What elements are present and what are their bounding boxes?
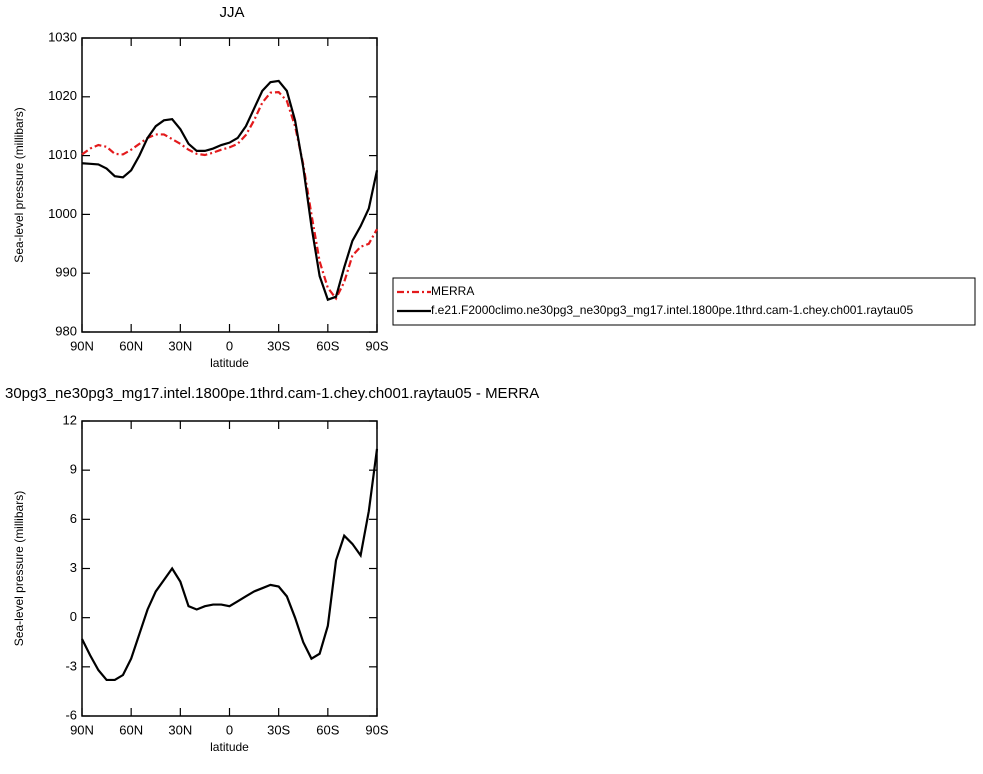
y-tick-label: 9 [70, 462, 77, 477]
y-tick-label: -6 [65, 707, 77, 722]
x-tick-label: 90N [70, 338, 94, 353]
chart-title: JJA [219, 4, 244, 21]
y-tick-label: 6 [70, 511, 77, 526]
y-tick-label: -3 [65, 658, 77, 673]
y-tick-label: 0 [70, 609, 77, 624]
y-tick-label: 1030 [48, 29, 77, 44]
y-tick-label: 980 [55, 323, 77, 338]
x-axis-label: latitude [210, 740, 249, 754]
x-tick-label: 90S [365, 722, 388, 737]
legend-box [392, 277, 976, 326]
y-tick-label: 1010 [48, 147, 77, 162]
y-tick-label: 3 [70, 560, 77, 575]
y-axis-label: Sea-level pressure (millibars) [12, 491, 26, 646]
x-tick-label: 90N [70, 722, 94, 737]
plot-frame [81, 420, 378, 717]
x-tick-label: 60N [119, 722, 143, 737]
data-line [81, 79, 379, 302]
y-tick-label: 1020 [48, 88, 77, 103]
y-axis-label: Sea-level pressure (millibars) [12, 107, 26, 262]
x-tick-label: 30S [267, 338, 290, 353]
y-tick-label: 12 [63, 412, 77, 427]
x-tick-label: 90S [365, 338, 388, 353]
data-line [81, 448, 379, 682]
y-tick-label: 990 [55, 265, 77, 280]
legend-label: f.e21.F2000climo.ne30pg3_ne30pg3_mg17.in… [431, 303, 913, 317]
x-axis-label: latitude [210, 356, 249, 370]
plot-frame [81, 37, 378, 333]
x-tick-label: 30N [168, 722, 192, 737]
data-line [81, 90, 378, 301]
x-tick-label: 60S [316, 338, 339, 353]
x-tick-label: 0 [226, 722, 233, 737]
y-tick-label: 1000 [48, 206, 77, 221]
x-tick-label: 30S [267, 722, 290, 737]
legend-label: MERRA [431, 284, 474, 298]
x-tick-label: 0 [226, 338, 233, 353]
chart-title: 30pg3_ne30pg3_mg17.intel.1800pe.1thrd.ca… [5, 385, 539, 402]
x-tick-label: 60S [316, 722, 339, 737]
x-tick-label: 60N [119, 338, 143, 353]
x-tick-label: 30N [168, 338, 192, 353]
